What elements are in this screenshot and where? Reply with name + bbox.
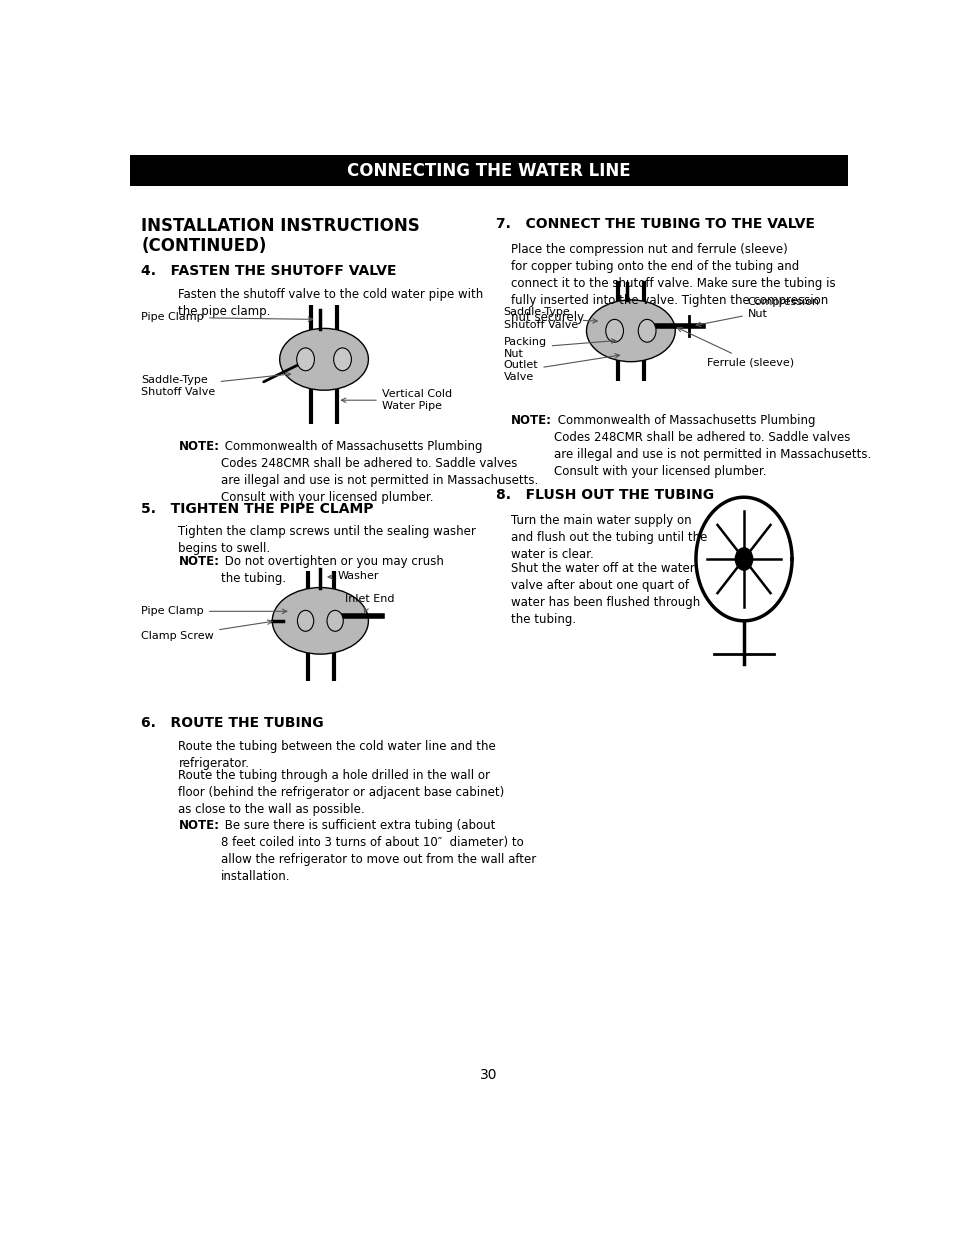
Text: 30: 30 bbox=[479, 1068, 497, 1082]
Text: Fasten the shutoff valve to the cold water pipe with
the pipe clamp.: Fasten the shutoff valve to the cold wat… bbox=[178, 288, 483, 317]
Text: Be sure there is sufficient extra tubing (about
8 feet coiled into 3 turns of ab: Be sure there is sufficient extra tubing… bbox=[221, 819, 536, 883]
Ellipse shape bbox=[586, 300, 675, 362]
Text: Washer: Washer bbox=[328, 571, 378, 582]
Bar bbox=[131, 154, 846, 186]
Text: Commonwealth of Massachusetts Plumbing
Codes 248CMR shall be adhered to. Saddle : Commonwealth of Massachusetts Plumbing C… bbox=[221, 440, 537, 504]
Text: 7.   CONNECT THE TUBING TO THE VALVE: 7. CONNECT THE TUBING TO THE VALVE bbox=[496, 216, 815, 231]
Text: Shut the water off at the water
valve after about one quart of
water has been fl: Shut the water off at the water valve af… bbox=[511, 562, 700, 626]
Text: Place the compression nut and ferrule (sleeve)
for copper tubing onto the end of: Place the compression nut and ferrule (s… bbox=[511, 243, 835, 325]
Text: 5.   TIGHTEN THE PIPE CLAMP: 5. TIGHTEN THE PIPE CLAMP bbox=[141, 501, 374, 516]
Text: Inlet End: Inlet End bbox=[344, 594, 394, 613]
Circle shape bbox=[296, 348, 314, 370]
Text: Route the tubing between the cold water line and the
refrigerator.: Route the tubing between the cold water … bbox=[178, 740, 496, 769]
Text: Vertical Cold
Water Pipe: Vertical Cold Water Pipe bbox=[341, 389, 452, 411]
Ellipse shape bbox=[272, 588, 368, 655]
Text: Tighten the clamp screws until the sealing washer
begins to swell.: Tighten the clamp screws until the seali… bbox=[178, 525, 476, 555]
Text: Route the tubing through a hole drilled in the wall or
floor (behind the refrige: Route the tubing through a hole drilled … bbox=[178, 769, 504, 816]
Text: Saddle-Type
Shutoff Valve: Saddle-Type Shutoff Valve bbox=[503, 308, 597, 330]
Text: Pipe Clamp: Pipe Clamp bbox=[141, 312, 313, 322]
Ellipse shape bbox=[279, 329, 368, 390]
Text: Clamp Screw: Clamp Screw bbox=[141, 620, 272, 641]
Text: Packing
Nut: Packing Nut bbox=[503, 337, 615, 359]
Text: CONNECTING THE WATER LINE: CONNECTING THE WATER LINE bbox=[347, 162, 630, 179]
Circle shape bbox=[327, 610, 343, 631]
Text: 8.   FLUSH OUT THE TUBING: 8. FLUSH OUT THE TUBING bbox=[496, 488, 714, 501]
Text: NOTE:: NOTE: bbox=[178, 819, 219, 831]
Text: Turn the main water supply on
and flush out the tubing until the
water is clear.: Turn the main water supply on and flush … bbox=[511, 514, 707, 562]
Text: NOTE:: NOTE: bbox=[178, 440, 219, 453]
Text: Commonwealth of Massachusetts Plumbing
Codes 248CMR shall be adhered to. Saddle : Commonwealth of Massachusetts Plumbing C… bbox=[554, 415, 870, 478]
Text: Do not overtighten or you may crush
the tubing.: Do not overtighten or you may crush the … bbox=[221, 556, 444, 585]
Text: 4.   FASTEN THE SHUTOFF VALVE: 4. FASTEN THE SHUTOFF VALVE bbox=[141, 264, 396, 278]
Text: Outlet
Valve: Outlet Valve bbox=[503, 353, 618, 382]
Text: INSTALLATION INSTRUCTIONS
(CONTINUED): INSTALLATION INSTRUCTIONS (CONTINUED) bbox=[141, 216, 419, 256]
Circle shape bbox=[638, 320, 656, 342]
Text: Ferrule (sleeve): Ferrule (sleeve) bbox=[677, 327, 793, 367]
Text: NOTE:: NOTE: bbox=[178, 556, 219, 568]
Text: Pipe Clamp: Pipe Clamp bbox=[141, 606, 287, 616]
Circle shape bbox=[297, 610, 314, 631]
Circle shape bbox=[605, 320, 623, 342]
Text: Saddle-Type
Shutoff Valve: Saddle-Type Shutoff Valve bbox=[141, 372, 290, 398]
Text: 6.   ROUTE THE TUBING: 6. ROUTE THE TUBING bbox=[141, 716, 324, 730]
Text: NOTE:: NOTE: bbox=[511, 415, 552, 427]
Circle shape bbox=[334, 348, 351, 370]
Circle shape bbox=[735, 548, 752, 571]
Text: Compression
Nut: Compression Nut bbox=[696, 296, 819, 326]
